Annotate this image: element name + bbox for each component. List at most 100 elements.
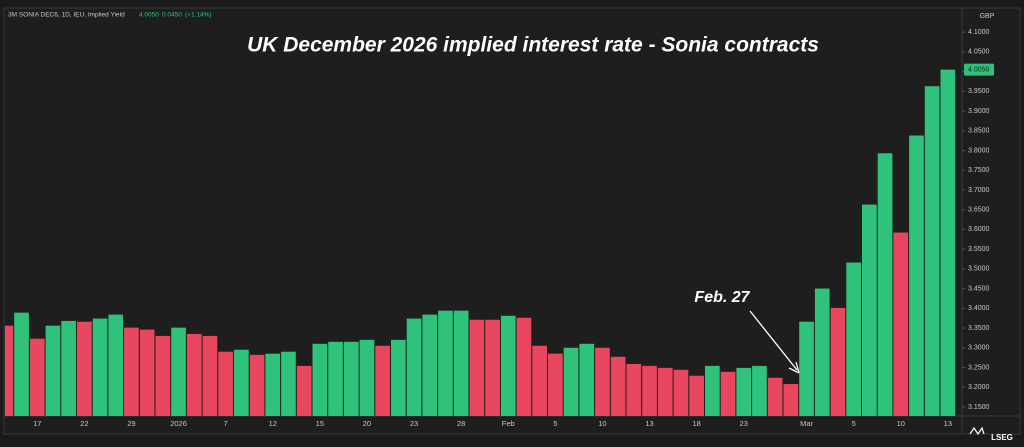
bar	[940, 69, 956, 416]
x-tick-label: 20	[363, 419, 371, 428]
bar	[752, 365, 767, 416]
y-tick-label: 3.6000	[968, 226, 990, 233]
bar	[453, 310, 469, 416]
bar	[92, 318, 108, 416]
bar	[249, 354, 265, 416]
x-tick-label: 22	[80, 419, 88, 428]
y-tick-label: 4.1000	[968, 29, 990, 36]
bar	[595, 347, 610, 416]
x-tick-label: 7	[224, 419, 228, 428]
bar	[234, 349, 249, 416]
bar	[689, 375, 704, 416]
annotation: Feb. 27	[694, 289, 750, 306]
x-tick-label: 15	[316, 419, 324, 428]
y-tick-label: 3.9000	[968, 108, 990, 115]
x-tick-label: 28	[457, 419, 465, 428]
bar	[186, 333, 202, 416]
source-logo	[969, 426, 985, 436]
legend-last: 4.0050	[139, 12, 159, 19]
annotation-arrow	[749, 310, 798, 371]
x-tick-label: 13	[944, 419, 952, 428]
bar	[642, 365, 657, 416]
y-tick-label: 3.8500	[968, 128, 990, 135]
x-tick-label: 23	[410, 419, 418, 428]
y-tick-label: 3.1500	[968, 404, 990, 411]
y-tick-label: 3.2500	[968, 364, 990, 371]
x-tick-label: 23	[740, 419, 748, 428]
y-tick-label: 3.4500	[968, 285, 990, 292]
bar	[532, 345, 547, 416]
bar	[5, 325, 14, 416]
bar	[705, 365, 720, 416]
bar	[218, 351, 233, 416]
bar	[799, 321, 814, 416]
bar	[438, 310, 453, 416]
y-tick-label: 3.7500	[968, 167, 990, 174]
source: LSEG	[991, 433, 1013, 442]
bar	[391, 339, 406, 416]
legend-name: 3M SONIA DEC6, 1D, IEU, Implied Yield	[8, 12, 125, 19]
bar	[406, 318, 422, 416]
bar	[422, 314, 438, 416]
bar	[767, 377, 783, 416]
legend-change: 0.0450	[162, 12, 182, 19]
bar	[29, 338, 45, 416]
x-tick-label: 17	[33, 419, 41, 428]
bar	[736, 367, 752, 416]
x-tick-label: Mar	[800, 419, 813, 428]
x-tick-label: 5	[852, 419, 856, 428]
bar	[516, 317, 532, 416]
bar	[563, 347, 579, 416]
x-tick-label: 5	[553, 419, 557, 428]
price-tag: 4.0050	[968, 66, 990, 73]
bar	[626, 363, 642, 416]
bar	[924, 86, 940, 416]
bar	[814, 288, 830, 416]
price-tag-bg	[964, 63, 994, 76]
x-tick-label: 18	[692, 419, 700, 428]
y-tick-label: 3.7000	[968, 187, 990, 194]
y-tick-label: 3.3500	[968, 325, 990, 332]
legend-change-pct: (+1.14%)	[185, 12, 212, 19]
currency: GBP	[980, 13, 995, 20]
bar	[500, 315, 516, 416]
x-tick-label: 29	[127, 419, 135, 428]
bar	[469, 319, 485, 416]
y-tick-label: 3.5500	[968, 246, 990, 253]
bar	[265, 353, 281, 416]
bar	[830, 307, 846, 416]
bar	[328, 341, 343, 416]
arrow-head	[788, 361, 800, 374]
y-tick-label: 3.3000	[968, 345, 990, 352]
bar	[281, 351, 296, 416]
bar	[783, 384, 799, 416]
bar	[202, 335, 218, 416]
bar	[877, 153, 893, 416]
bar	[14, 312, 29, 416]
y-tick-label: 3.8000	[968, 147, 990, 154]
bar	[610, 356, 626, 416]
bar	[579, 343, 595, 416]
bar	[720, 371, 736, 416]
x-tick-label: 2026	[170, 419, 187, 428]
bar	[61, 320, 76, 416]
y-tick-label: 3.9500	[968, 88, 990, 95]
bar	[45, 325, 61, 416]
bar	[312, 343, 328, 416]
bar	[485, 319, 500, 416]
y-tick-label: 3.6500	[968, 207, 990, 214]
bar	[139, 329, 155, 416]
bar	[909, 135, 924, 416]
y-tick-label: 3.5000	[968, 266, 990, 273]
chart-title: UK December 2026 implied interest rate -…	[247, 34, 819, 57]
bar	[893, 232, 909, 416]
bar	[155, 335, 171, 416]
x-tick-label: 10	[897, 419, 905, 428]
bar	[77, 321, 92, 416]
x-tick-label: 10	[598, 419, 606, 428]
bar	[862, 204, 877, 416]
bar	[375, 345, 390, 416]
x-tick-label: 13	[645, 419, 653, 428]
